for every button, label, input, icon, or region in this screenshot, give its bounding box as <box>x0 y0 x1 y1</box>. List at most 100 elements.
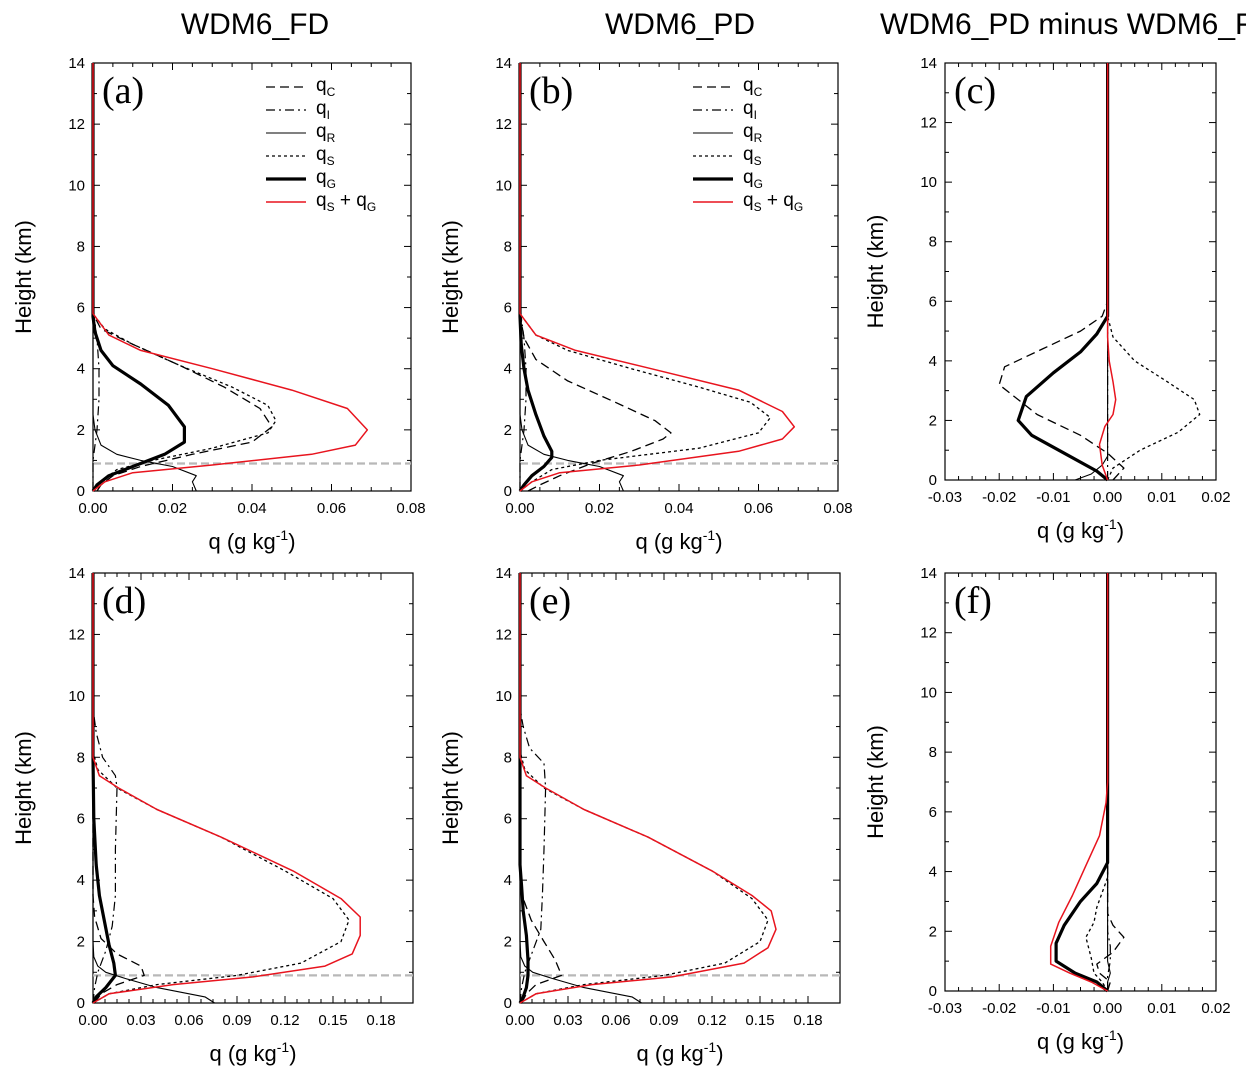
x-tick-label: 0.01 <box>1147 1000 1176 1017</box>
x-tick-label: 0.18 <box>793 1012 822 1029</box>
x-tick-label: 0.01 <box>1147 489 1176 506</box>
y-tick-label: 6 <box>77 811 85 828</box>
column-title-1: WDM6_FD <box>181 8 329 41</box>
legend-label: qS + qG <box>743 190 803 214</box>
y-tick-label: 0 <box>929 472 937 489</box>
y-tick-label: 14 <box>68 55 85 72</box>
x-tick-label: -0.03 <box>928 1000 962 1017</box>
x-tick-label: 0.03 <box>553 1012 582 1029</box>
legend-label: qC <box>316 75 336 99</box>
series-line-qr <box>92 573 215 1004</box>
x-tick-label: 0.00 <box>505 500 534 517</box>
x-tick-label: -0.02 <box>982 1000 1016 1017</box>
y-tick-label: 8 <box>504 238 512 255</box>
x-tick-label: 0.12 <box>697 1012 726 1029</box>
plot-frame <box>519 62 839 492</box>
column-title-2: WDM6_PD <box>605 8 755 41</box>
y-tick-label: 4 <box>77 361 85 378</box>
y-tick-label: 0 <box>929 983 937 1000</box>
y-tick-label: 2 <box>929 923 937 940</box>
x-tick-label: 0.00 <box>78 500 107 517</box>
y-tick-label: 4 <box>929 864 937 881</box>
panel-letter: (a) <box>102 70 144 112</box>
y-tick-label: 0 <box>77 483 85 500</box>
series-line-qr <box>519 573 642 1004</box>
y-axis-label: Height (km) <box>11 731 36 845</box>
x-tick-label: 0.00 <box>1093 1000 1122 1017</box>
series-line-qsqg <box>1098 63 1117 481</box>
series-line-qg <box>518 573 530 1004</box>
y-tick-label: 6 <box>929 293 937 310</box>
legend-label: qI <box>316 98 330 122</box>
series-line-qsqg <box>92 63 369 492</box>
series-line-qg <box>91 573 117 1004</box>
x-tick-label: 0.02 <box>585 500 614 517</box>
x-tick-label: 0.03 <box>126 1012 155 1029</box>
y-tick-label: 2 <box>77 422 85 439</box>
panel-a: 0 2 4 6 8 10 12 14 0.00 0.02 0.04 0.06 0.08 q (g kg-1… <box>11 55 426 554</box>
series-line-qsqg <box>519 573 777 1004</box>
panel-e: 0 2 4 6 8 10 12 14 0.00 0.03 0.06 0.09 0.12 0.15 0.18 q… <box>438 565 841 1066</box>
y-tick-label: 12 <box>495 116 512 133</box>
x-tick-label: 0.08 <box>823 500 852 517</box>
x-tick-label: 0.02 <box>1201 1000 1230 1017</box>
series-line-qg <box>91 63 186 492</box>
x-axis-label: q (g kg-1) <box>1037 516 1124 543</box>
series-line-qg <box>1016 63 1110 482</box>
x-tick-label: 0.18 <box>366 1012 395 1029</box>
legend-label: qR <box>743 121 763 145</box>
x-tick-label: 0.02 <box>1201 489 1230 506</box>
x-tick-label: 0.09 <box>222 1012 251 1029</box>
x-axis-label: q (g kg-1) <box>209 1039 296 1066</box>
legend-label: qG <box>316 167 336 191</box>
y-tick-label: 8 <box>77 238 85 255</box>
x-tick-label: 0.06 <box>601 1012 630 1029</box>
y-tick-label: 14 <box>920 565 937 582</box>
panels: 0 2 4 6 8 10 12 14 0.00 0.02 0.04 0.06 0.08 q (g kg-1… <box>11 55 1231 1066</box>
x-tick-label: 0.00 <box>1093 489 1122 506</box>
y-tick-label: 2 <box>929 412 937 429</box>
legend-label: qS + qG <box>316 190 376 214</box>
x-tick-label: 0.08 <box>396 500 425 517</box>
y-tick-label: 10 <box>495 177 512 194</box>
x-tick-label: -0.01 <box>1036 1000 1070 1017</box>
series-line-qr <box>1074 63 1109 481</box>
series-line-qs <box>1085 573 1109 992</box>
y-tick-label: 12 <box>68 116 85 133</box>
x-tick-label: 0.09 <box>649 1012 678 1029</box>
plot-frame <box>92 62 412 492</box>
series-line-qsqg <box>92 573 361 1004</box>
x-tick-label: 0.12 <box>270 1012 299 1029</box>
y-tick-label: 4 <box>929 353 937 370</box>
series-line-qs <box>519 63 772 492</box>
y-tick-label: 2 <box>504 934 512 951</box>
x-tick-label: 0.00 <box>505 1012 534 1029</box>
plot-frame <box>944 572 1217 992</box>
y-tick-label: 14 <box>495 55 512 72</box>
panel-letter: (d) <box>102 580 146 622</box>
panel-b: 0 2 4 6 8 10 12 14 0.00 0.02 0.04 0.06 0.08 q (g kg-1… <box>438 55 853 554</box>
series-line-qs <box>92 63 277 492</box>
series-line-qs <box>519 573 769 1004</box>
x-tick-label: 0.15 <box>318 1012 347 1029</box>
y-tick-label: 2 <box>504 422 512 439</box>
y-tick-label: 10 <box>68 177 85 194</box>
y-axis-label: Height (km) <box>11 220 36 334</box>
series-line-qsqg <box>519 63 796 492</box>
panel-letter: (e) <box>529 580 571 622</box>
y-tick-label: 8 <box>929 744 937 761</box>
x-tick-label: 0.06 <box>317 500 346 517</box>
series-line-qr <box>92 63 197 492</box>
series-line-qi <box>92 573 118 1004</box>
y-tick-label: 10 <box>920 684 937 701</box>
panel-letter: (c) <box>954 70 996 112</box>
column-title-3: WDM6_PD minus WDM6_FD <box>880 8 1246 41</box>
series-line-qc <box>519 63 672 492</box>
y-tick-label: 4 <box>504 872 512 889</box>
x-axis-label: q (g kg-1) <box>636 1039 723 1066</box>
y-tick-label: 0 <box>504 995 512 1012</box>
series-line-qg <box>518 63 554 492</box>
y-tick-label: 12 <box>920 625 937 642</box>
x-tick-label: 0.02 <box>158 500 187 517</box>
y-tick-label: 6 <box>504 300 512 317</box>
